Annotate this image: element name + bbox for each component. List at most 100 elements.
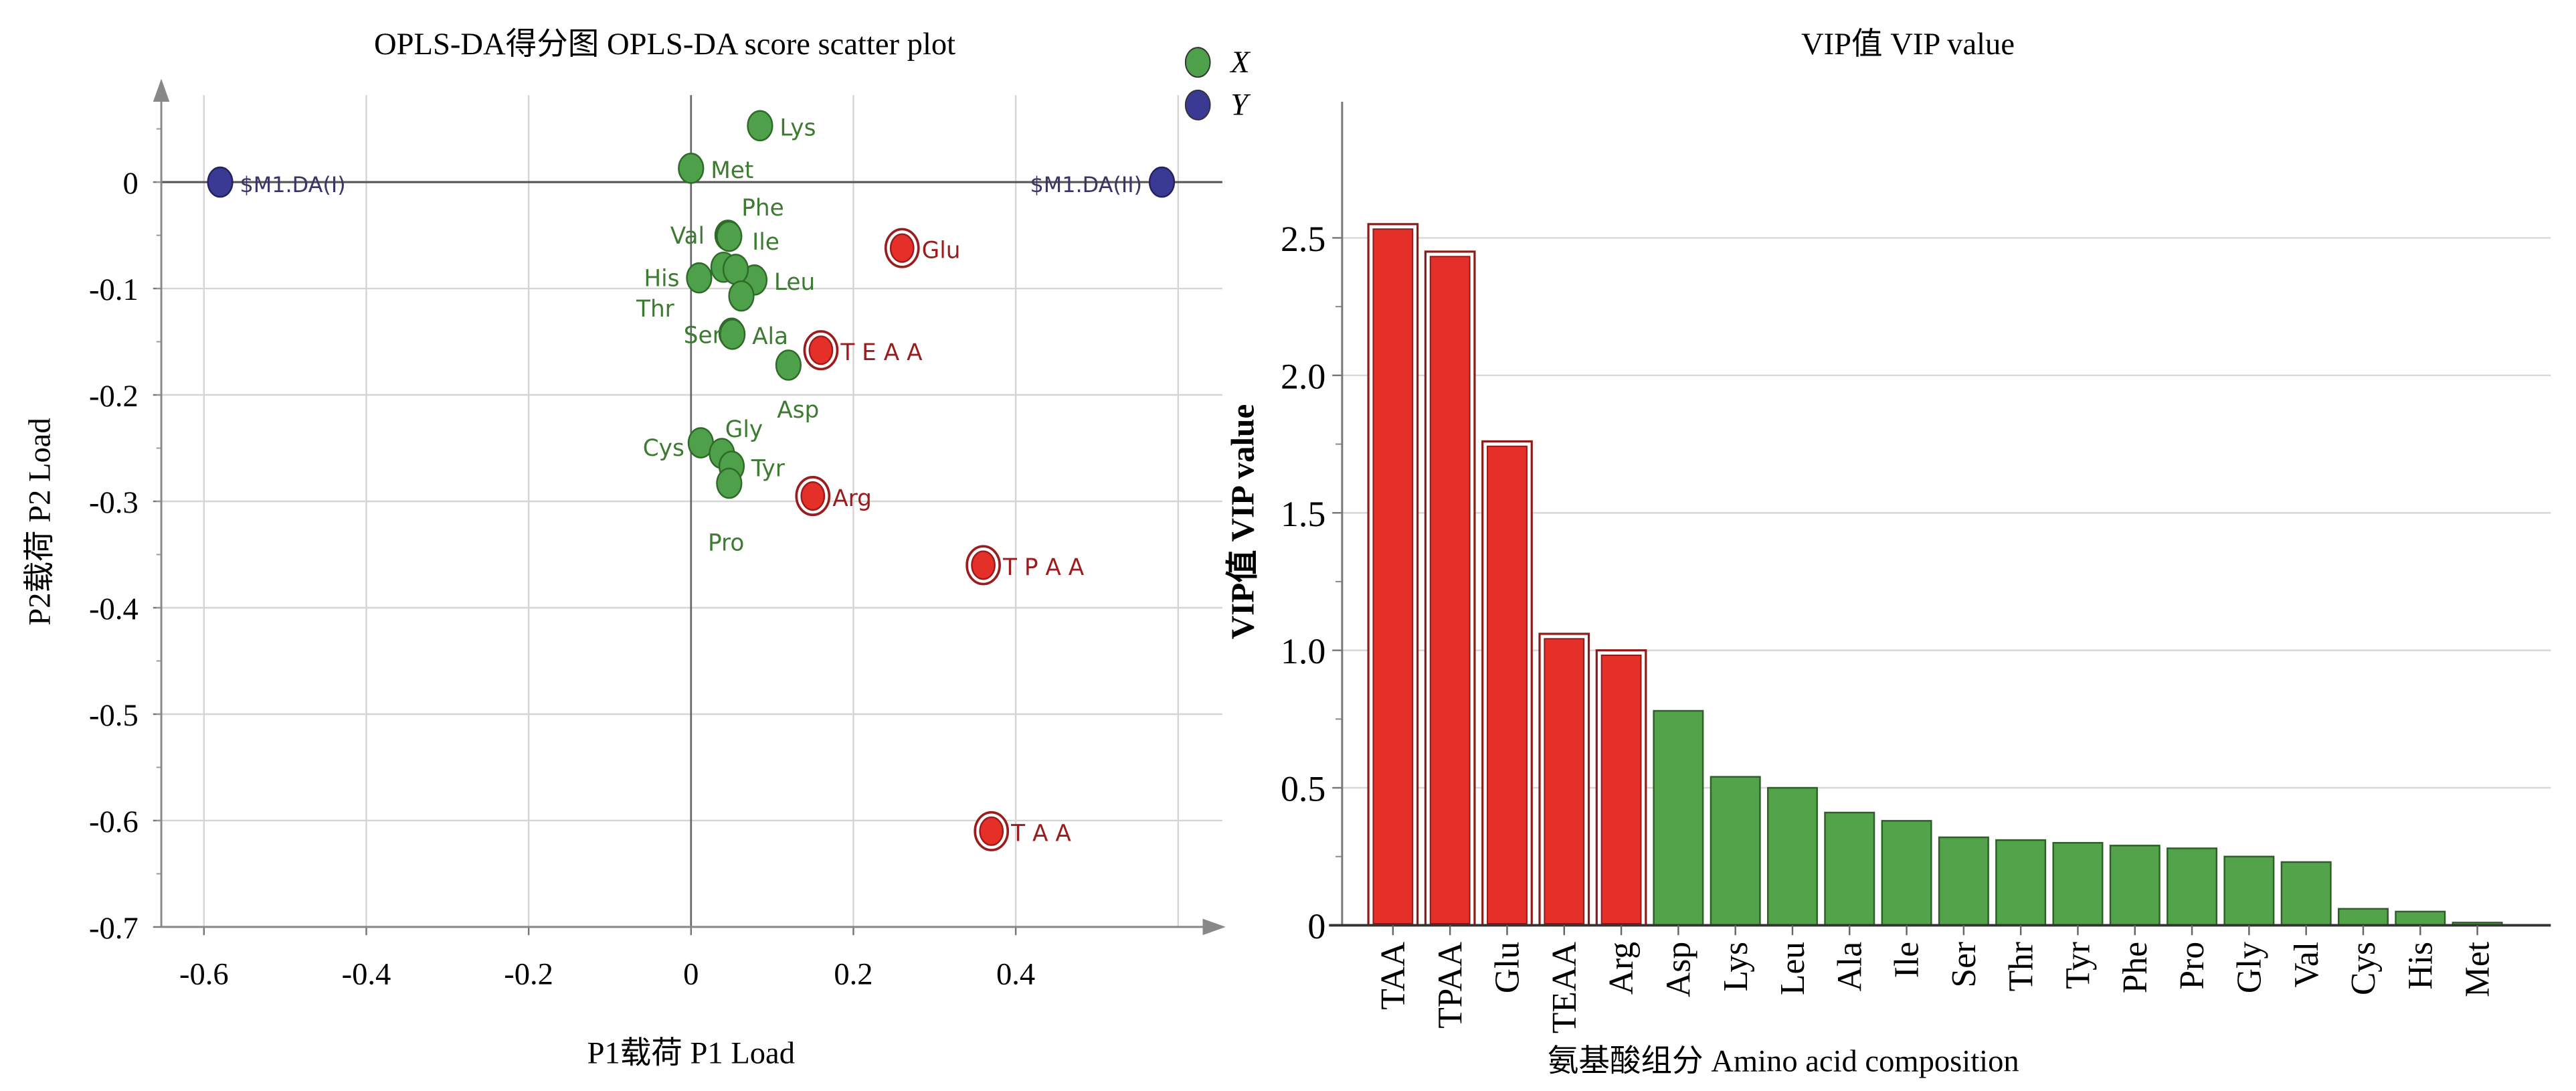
data-point bbox=[728, 280, 755, 312]
point-label: Cys bbox=[643, 435, 684, 462]
legend-entry: Y bbox=[1184, 88, 1251, 122]
bar bbox=[2337, 908, 2389, 926]
y-tick-label: 0.5 bbox=[1281, 769, 1325, 809]
bar-fill bbox=[1766, 786, 1818, 926]
bar bbox=[1367, 223, 1419, 927]
bar bbox=[1595, 649, 1647, 927]
point-label: Thr bbox=[636, 296, 675, 323]
scatter-points: $M1.DA(I) $M1.DA(II) Lys Met Val Phe Ile His Thr… bbox=[207, 110, 1176, 851]
x-tick-label: Cys bbox=[2344, 942, 2383, 995]
bar bbox=[2395, 910, 2446, 926]
point-label: Ala bbox=[752, 323, 788, 350]
point-marker bbox=[716, 220, 743, 252]
point-label: Val bbox=[670, 223, 705, 250]
x-tick-label: Met bbox=[2459, 942, 2497, 997]
y-tick-label: -0.2 bbox=[89, 380, 139, 414]
point-marker bbox=[728, 280, 755, 312]
point-label: Tyr bbox=[751, 455, 786, 482]
x-tick-label: TAA bbox=[1374, 942, 1412, 1010]
scatter-axes: -0.6 -0.4 -0.2 0 0.2 0.4 0 -0.1 -0.2 -0.3 -0.4 -0.5… bbox=[89, 78, 1226, 992]
x-tick-label: -0.2 bbox=[504, 958, 553, 992]
bar-y-label: VIP值 VIP value bbox=[1224, 404, 1261, 639]
bar-fill bbox=[2052, 841, 2104, 926]
x-tick-label: Leu bbox=[1774, 942, 1812, 995]
bar bbox=[1653, 709, 1704, 926]
point-label: T E A A bbox=[840, 339, 923, 366]
point-label: His bbox=[644, 265, 679, 292]
point-label: T P A A bbox=[1002, 554, 1085, 581]
x-tick-label: 0.4 bbox=[996, 958, 1035, 992]
bar bbox=[1995, 839, 2047, 926]
scatter-legend: XY bbox=[1184, 46, 1251, 122]
x-tick-label: TPAA bbox=[1431, 942, 1469, 1029]
data-point bbox=[716, 220, 743, 252]
point-label: T A A bbox=[1010, 821, 1071, 847]
x-tick-label: Phe bbox=[2116, 942, 2154, 993]
point-marker bbox=[722, 254, 749, 285]
data-point bbox=[884, 228, 920, 268]
bar-fill bbox=[2280, 861, 2332, 926]
x-tick-label: 0 bbox=[683, 958, 699, 992]
bar-fill bbox=[1824, 811, 1875, 926]
point-marker bbox=[686, 262, 713, 294]
x-tick-label: Val bbox=[2288, 942, 2326, 988]
bar bbox=[1881, 820, 1932, 926]
bar-fill bbox=[1600, 654, 1642, 924]
x-tick-label: Asp bbox=[1660, 942, 1698, 997]
point-label: Lys bbox=[779, 115, 816, 142]
legend-entry: X bbox=[1184, 46, 1251, 80]
x-tick-label: Lys bbox=[1717, 942, 1755, 991]
x-axis-arrow-icon bbox=[1202, 918, 1226, 936]
vip-bar-chart: VIP值 VIP value 氨基酸组分 Amino acid composit… bbox=[1224, 27, 2551, 1079]
point-label: $M1.DA(I) bbox=[240, 172, 345, 197]
x-tick-label: Ala bbox=[1831, 942, 1869, 991]
bar bbox=[1938, 836, 1989, 926]
bar-title: VIP值 VIP value bbox=[1801, 27, 2015, 62]
data-point bbox=[678, 153, 705, 184]
bar bbox=[2109, 845, 2160, 926]
bar bbox=[1481, 440, 1533, 927]
bar-fill bbox=[1372, 228, 1414, 924]
point-marker bbox=[800, 481, 826, 511]
point-label: Met bbox=[711, 157, 753, 184]
x-tick-label: Glu bbox=[1489, 942, 1527, 993]
y-tick-label: -0.5 bbox=[89, 699, 139, 733]
scatter-y-label: P2载荷 P2 Load bbox=[23, 418, 57, 625]
y-tick-label: 0 bbox=[122, 167, 138, 201]
x-tick-label: Ser bbox=[1945, 942, 1983, 988]
point-label: Leu bbox=[774, 269, 815, 296]
bar-fill bbox=[2167, 847, 2218, 926]
bar-fill bbox=[1487, 445, 1528, 924]
x-tick-label: -0.6 bbox=[179, 958, 229, 992]
x-tick-label: His bbox=[2401, 942, 2440, 989]
bar-fill bbox=[1653, 709, 1704, 926]
point-marker bbox=[979, 816, 1004, 846]
y-tick-label: -0.4 bbox=[89, 592, 139, 626]
x-tick-label: Thr bbox=[2002, 942, 2040, 991]
y-tick-label: -0.3 bbox=[89, 486, 139, 520]
point-label: Ser bbox=[684, 323, 723, 349]
data-point bbox=[974, 811, 1010, 851]
y-tick-label: 1.5 bbox=[1281, 494, 1325, 534]
bar-x-label: 氨基酸组分 Amino acid composition bbox=[1548, 1045, 2019, 1079]
point-marker bbox=[1148, 166, 1176, 198]
x-tick-label: Tyr bbox=[2059, 942, 2098, 989]
legend-marker bbox=[1184, 89, 1211, 120]
data-point bbox=[686, 262, 713, 294]
x-tick-label: Pro bbox=[2173, 942, 2211, 989]
y-tick-label: 2.5 bbox=[1281, 219, 1325, 259]
data-point bbox=[795, 476, 831, 517]
bar bbox=[2167, 847, 2218, 926]
x-tick-label: -0.4 bbox=[342, 958, 391, 992]
point-label: $M1.DA(II) bbox=[1030, 172, 1143, 197]
data-point bbox=[207, 166, 234, 198]
data-point bbox=[716, 467, 743, 499]
bar bbox=[1710, 776, 1761, 926]
bar-fill bbox=[1995, 839, 2047, 926]
scatter-title: OPLS-DA得分图 OPLS-DA score scatter plot bbox=[374, 27, 955, 62]
bar bbox=[2280, 861, 2332, 926]
legend-label: Y bbox=[1230, 88, 1251, 122]
point-marker bbox=[971, 550, 996, 580]
point-label: Ile bbox=[752, 229, 779, 256]
point-marker bbox=[716, 467, 743, 499]
